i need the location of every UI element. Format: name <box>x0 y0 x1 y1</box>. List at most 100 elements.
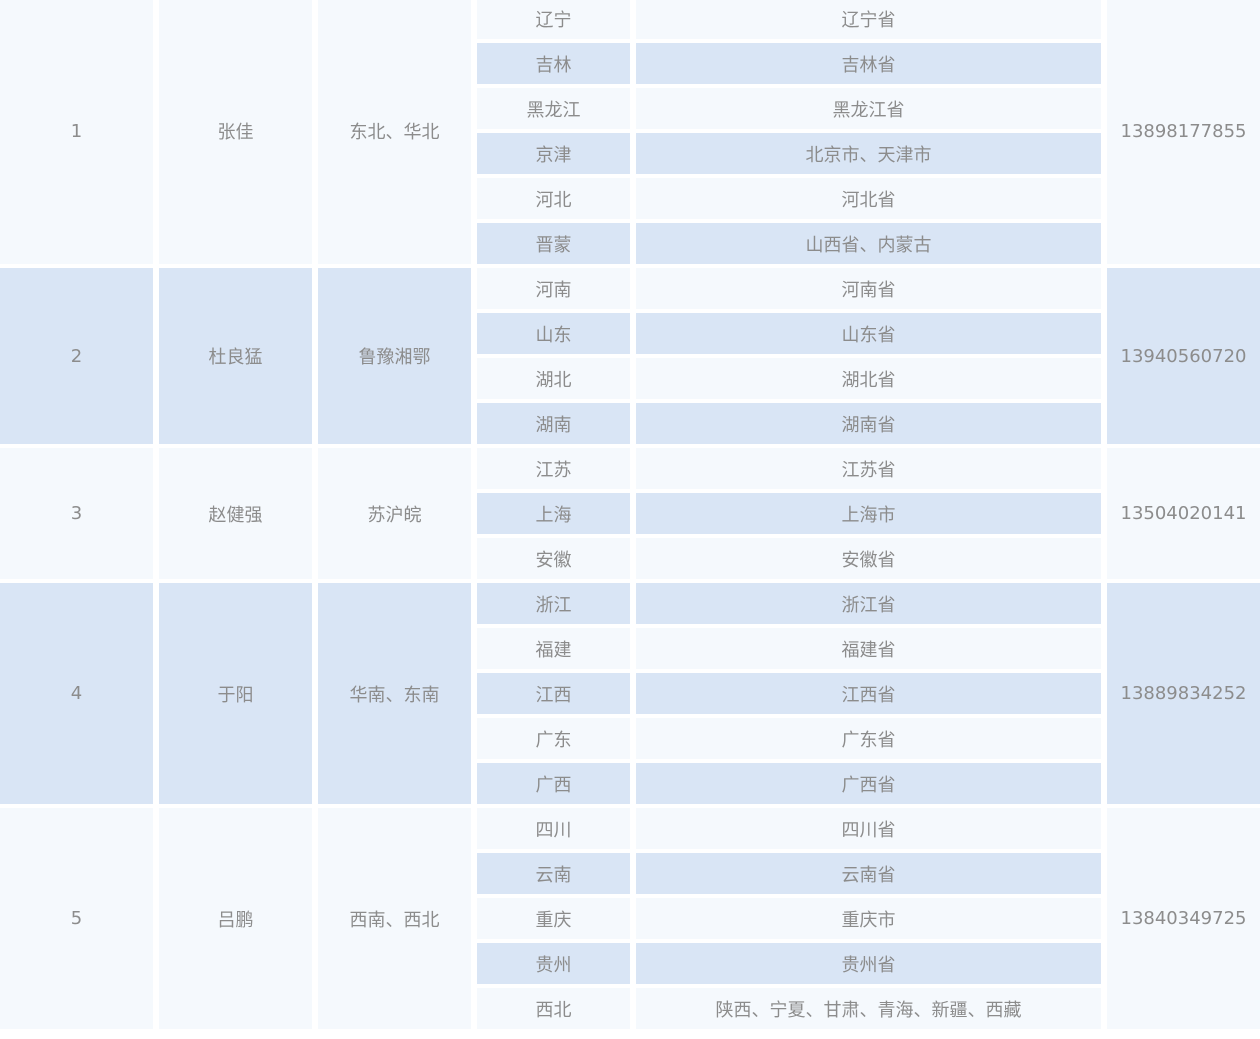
name-cell: 张佳 <box>159 0 312 264</box>
area-full-cell-text: 江苏省 <box>841 459 896 481</box>
area-full-cell: 陕西、宁夏、甘肃、青海、新疆、西藏 <box>636 988 1101 1029</box>
area-short-cell: 辽宁 <box>477 0 630 39</box>
index-cell-text: 5 <box>70 908 83 929</box>
area-full-cell: 山东省 <box>636 313 1101 354</box>
area-full-cell: 浙江省 <box>636 583 1101 624</box>
area-short-cell-text: 四川 <box>535 819 572 841</box>
area-full-cell: 重庆市 <box>636 898 1101 939</box>
area-full-cell: 广东省 <box>636 718 1101 759</box>
area-full-cell: 河南省 <box>636 268 1101 309</box>
area-full-cell: 云南省 <box>636 853 1101 894</box>
area-full-cell-text: 湖南省 <box>841 414 896 436</box>
region-cell: 鲁豫湘鄂 <box>318 268 471 444</box>
name-cell: 吕鹏 <box>159 808 312 1029</box>
area-short-cell: 重庆 <box>477 898 630 939</box>
index-cell: 1 <box>0 0 153 264</box>
area-full-cell-text: 山西省、内蒙古 <box>805 234 932 256</box>
area-full-cell: 山西省、内蒙古 <box>636 223 1101 264</box>
area-short-cell-text: 湖北 <box>535 369 572 391</box>
index-cell-text: 1 <box>70 120 83 142</box>
phone-cell: 13504020141 <box>1107 448 1260 579</box>
area-short-cell-text: 广东 <box>535 729 572 751</box>
area-short-cell-text: 上海 <box>535 504 572 526</box>
area-short-cell: 晋蒙 <box>477 223 630 264</box>
phone-cell-text: 13889834252 <box>1120 683 1247 704</box>
area-short-cell: 福建 <box>477 628 630 669</box>
name-cell-text: 赵健强 <box>208 504 263 526</box>
area-short-cell: 江西 <box>477 673 630 714</box>
area-full-cell: 辽宁省 <box>636 0 1101 39</box>
area-short-cell-text: 福建 <box>535 639 572 661</box>
region-cell: 苏沪皖 <box>318 448 471 579</box>
area-full-cell-text: 四川省 <box>841 819 896 841</box>
area-full-cell-text: 贵州省 <box>841 954 896 976</box>
area-short-cell: 四川 <box>477 808 630 849</box>
region-cell-text: 鲁豫湘鄂 <box>358 347 431 368</box>
phone-cell: 13840349725 <box>1107 808 1260 1029</box>
area-short-cell-text: 西北 <box>535 999 572 1021</box>
area-short-cell-text: 黑龙江 <box>526 99 581 121</box>
name-cell: 杜良猛 <box>159 268 312 444</box>
area-short-cell-text: 辽宁 <box>535 9 572 31</box>
area-short-cell-text: 河北 <box>535 189 572 211</box>
area-short-cell: 安徽 <box>477 538 630 579</box>
region-cell: 西南、西北 <box>318 808 471 1029</box>
index-cell-text: 4 <box>70 683 83 704</box>
name-cell: 赵健强 <box>159 448 312 579</box>
area-short-cell: 湖北 <box>477 358 630 399</box>
index-cell-text: 3 <box>70 503 83 524</box>
phone-cell: 13940560720 <box>1107 268 1260 444</box>
area-short-cell: 河北 <box>477 178 630 219</box>
area-short-cell-text: 山东 <box>535 324 572 346</box>
area-full-cell-text: 重庆市 <box>841 909 896 931</box>
index-cell: 3 <box>0 448 153 579</box>
area-short-cell-text: 江苏 <box>535 459 572 481</box>
area-short-cell-text: 浙江 <box>535 594 572 616</box>
area-short-cell-text: 河南 <box>535 279 572 301</box>
area-short-cell: 浙江 <box>477 583 630 624</box>
area-full-cell-text: 黑龙江省 <box>832 99 905 121</box>
phone-cell-text: 13504020141 <box>1120 503 1247 524</box>
phone-cell-text: 13840349725 <box>1120 908 1247 929</box>
area-short-cell: 湖南 <box>477 403 630 444</box>
area-short-cell-text: 江西 <box>535 684 572 706</box>
region-cell: 华南、东南 <box>318 583 471 804</box>
area-full-cell-text: 河北省 <box>841 189 896 211</box>
area-short-cell: 黑龙江 <box>477 88 630 129</box>
phone-cell: 13898177855 <box>1107 0 1260 264</box>
area-short-cell: 河南 <box>477 268 630 309</box>
area-short-cell-text: 湖南 <box>535 414 572 436</box>
area-short-cell: 上海 <box>477 493 630 534</box>
area-short-cell-text: 京津 <box>535 144 572 166</box>
area-full-cell-text: 山东省 <box>841 324 896 346</box>
area-short-cell-text: 贵州 <box>535 954 572 976</box>
area-full-cell: 四川省 <box>636 808 1101 849</box>
region-cell-text: 华南、东南 <box>349 684 440 706</box>
area-short-cell: 江苏 <box>477 448 630 489</box>
area-full-cell: 北京市、天津市 <box>636 133 1101 174</box>
name-cell-text: 吕鹏 <box>217 909 254 931</box>
area-short-cell: 广西 <box>477 763 630 804</box>
area-full-cell-text: 辽宁省 <box>841 9 896 31</box>
area-full-cell: 江苏省 <box>636 448 1101 489</box>
area-full-cell-text: 北京市、天津市 <box>805 144 932 166</box>
name-cell-text: 杜良猛 <box>208 347 263 368</box>
area-full-cell: 湖南省 <box>636 403 1101 444</box>
name-cell-text: 张佳 <box>217 122 254 143</box>
region-cell-text: 苏沪皖 <box>367 504 422 526</box>
area-full-cell-text: 江西省 <box>841 684 896 706</box>
area-short-cell-text: 重庆 <box>535 909 572 931</box>
area-full-cell: 贵州省 <box>636 943 1101 984</box>
area-full-cell: 福建省 <box>636 628 1101 669</box>
area-full-cell-text: 云南省 <box>841 864 896 886</box>
area-full-cell-text: 福建省 <box>841 639 896 661</box>
area-full-cell: 黑龙江省 <box>636 88 1101 129</box>
area-full-cell-text: 上海市 <box>841 504 896 526</box>
phone-cell-text: 13898177855 <box>1120 120 1247 142</box>
area-short-cell: 西北 <box>477 988 630 1029</box>
area-short-cell-text: 广西 <box>535 774 572 796</box>
region-cell: 东北、华北 <box>318 0 471 264</box>
area-full-cell-text: 广东省 <box>841 729 896 751</box>
region-cell-text: 西南、西北 <box>349 909 440 931</box>
area-full-cell-text: 安徽省 <box>841 549 896 571</box>
